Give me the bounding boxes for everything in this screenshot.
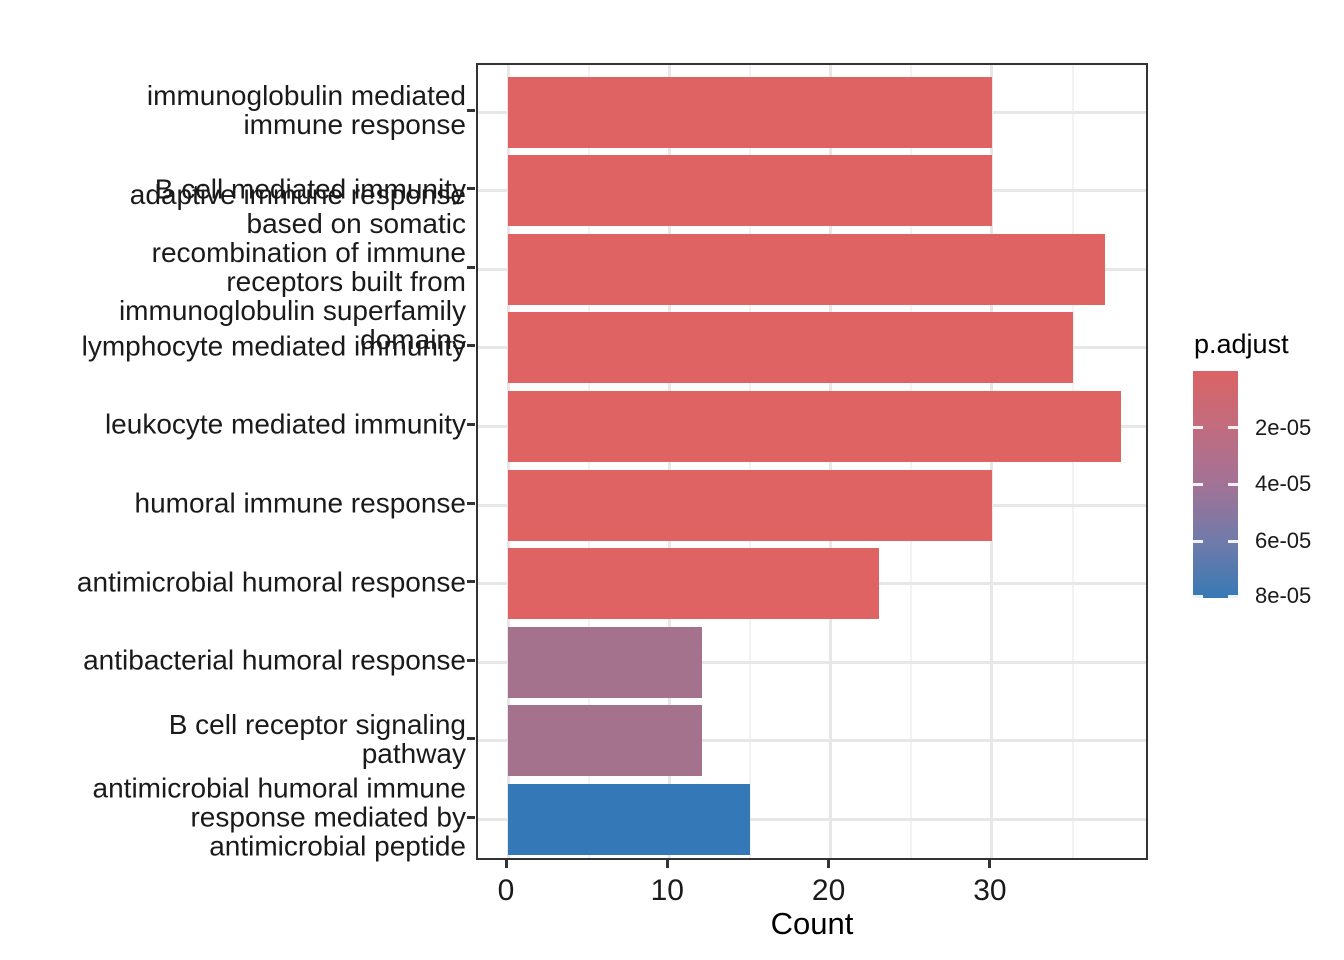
bar (508, 705, 702, 777)
legend-title: p.adjust (1194, 329, 1289, 359)
y-axis-tick-mark (467, 422, 475, 426)
gridline-horizontal-major (478, 817, 1146, 821)
bar (508, 783, 750, 855)
x-axis-tick-label: 20 (811, 874, 846, 907)
gridline-horizontal-major (478, 660, 1146, 664)
bar (508, 76, 992, 148)
legend-tick-label: 2e-05 (1255, 414, 1312, 440)
y-axis-tick-mark (467, 580, 475, 584)
legend-tick-mark-right (1228, 594, 1238, 598)
y-axis-category-label: B cell mediated immunity (154, 173, 466, 205)
y-axis-tick-mark (467, 344, 475, 348)
y-axis-tick-mark (467, 108, 475, 112)
bar (508, 548, 879, 620)
y-axis-category-label: leukocyte mediated immunity (104, 408, 466, 440)
legend-tick-mark-left (1193, 426, 1203, 430)
y-axis-tick-mark (467, 265, 475, 269)
x-axis-tick-label: 30 (973, 874, 1007, 907)
bar (508, 233, 1105, 305)
gridline-horizontal-major (478, 739, 1146, 743)
y-axis-category-label: antibacterial humoral response (83, 644, 466, 676)
legend-tick-mark-left (1193, 539, 1203, 543)
y-axis-category-label: immunoglobulin mediated immune response (146, 80, 466, 140)
y-axis-category-label: adaptive immune response based on somati… (118, 179, 466, 356)
x-axis-tick-mark (827, 860, 831, 868)
x-axis-tick-mark (988, 860, 992, 868)
bar (508, 155, 992, 227)
legend-tick-mark-left (1193, 594, 1203, 598)
y-axis-category-label: lymphocyte mediated immunity (81, 330, 466, 362)
legend-tick-label: 4e-05 (1255, 471, 1312, 497)
y-axis-tick-mark (467, 501, 475, 505)
legend-tick-mark-right (1228, 426, 1238, 430)
bar (508, 469, 992, 541)
legend-tick-mark-left (1193, 482, 1203, 486)
y-axis-tick-mark (467, 815, 475, 819)
legend-tick-mark-right (1228, 539, 1238, 543)
legend-tick-mark-right (1228, 482, 1238, 486)
x-axis-tick-mark (665, 860, 669, 868)
y-axis-tick-mark (467, 187, 475, 191)
y-axis-category-label: humoral immune response (134, 487, 467, 519)
legend-tick-label: 8e-05 (1255, 583, 1312, 609)
y-axis-tick-mark (467, 737, 475, 741)
x-axis-tick-mark (504, 860, 508, 868)
bar (508, 626, 702, 698)
plot-panel (476, 63, 1148, 860)
x-axis-tick-label: 0 (497, 874, 515, 907)
x-axis-tick-label: 10 (650, 874, 684, 907)
legend-tick-label: 6e-05 (1255, 528, 1312, 554)
x-axis-title: Count (770, 906, 854, 941)
bar (508, 312, 1073, 384)
y-axis-category-label: B cell receptor signaling pathway (168, 708, 466, 769)
y-axis-category-label: antimicrobial humoral immune response me… (92, 772, 466, 862)
y-axis-tick-mark (467, 658, 475, 662)
bar (508, 390, 1121, 462)
y-axis-category-label: antimicrobial humoral response (76, 566, 466, 598)
